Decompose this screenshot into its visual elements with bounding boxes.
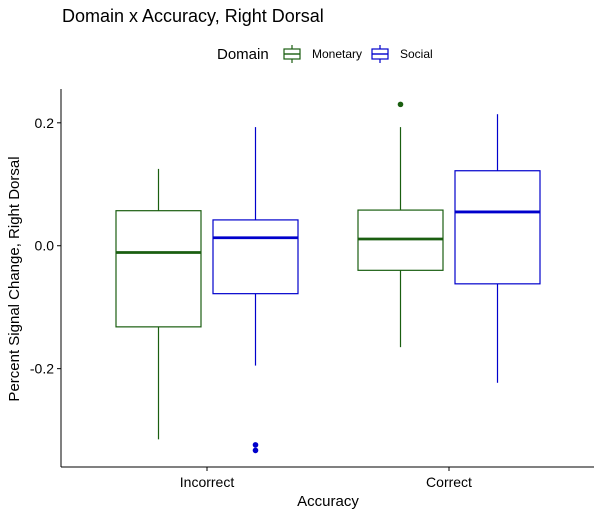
legend: Domain Monetary Social bbox=[217, 45, 433, 63]
x-axis-title: Accuracy bbox=[297, 493, 359, 510]
x-tick-label: Incorrect bbox=[180, 474, 235, 490]
plot-area bbox=[115, 101, 541, 454]
box-iqr bbox=[212, 219, 299, 295]
legend-title: Domain bbox=[217, 46, 269, 63]
y-tick-label: 0.2 bbox=[35, 115, 55, 131]
box-monetary-incorrect bbox=[115, 168, 202, 440]
legend-label: Monetary bbox=[312, 47, 362, 61]
outlier-point bbox=[252, 442, 259, 448]
chart-title: Domain x Accuracy, Right Dorsal bbox=[62, 6, 324, 26]
legend-item-monetary: Monetary bbox=[283, 45, 362, 63]
y-tick-label: -0.2 bbox=[30, 361, 54, 377]
outlier-point bbox=[252, 447, 259, 454]
x-tick-label: Correct bbox=[426, 474, 472, 490]
y-axis-title: Percent Signal Change, Right Dorsal bbox=[6, 156, 23, 401]
y-tick-label: 0.0 bbox=[35, 238, 55, 254]
legend-label: Social bbox=[400, 47, 433, 61]
box-social-correct bbox=[454, 114, 541, 383]
box-monetary-correct bbox=[357, 101, 444, 348]
box-iqr bbox=[115, 210, 202, 328]
box-social-incorrect bbox=[212, 127, 299, 454]
box-iqr bbox=[454, 170, 541, 285]
outlier-point bbox=[397, 101, 404, 108]
legend-item-social: Social bbox=[371, 45, 433, 63]
